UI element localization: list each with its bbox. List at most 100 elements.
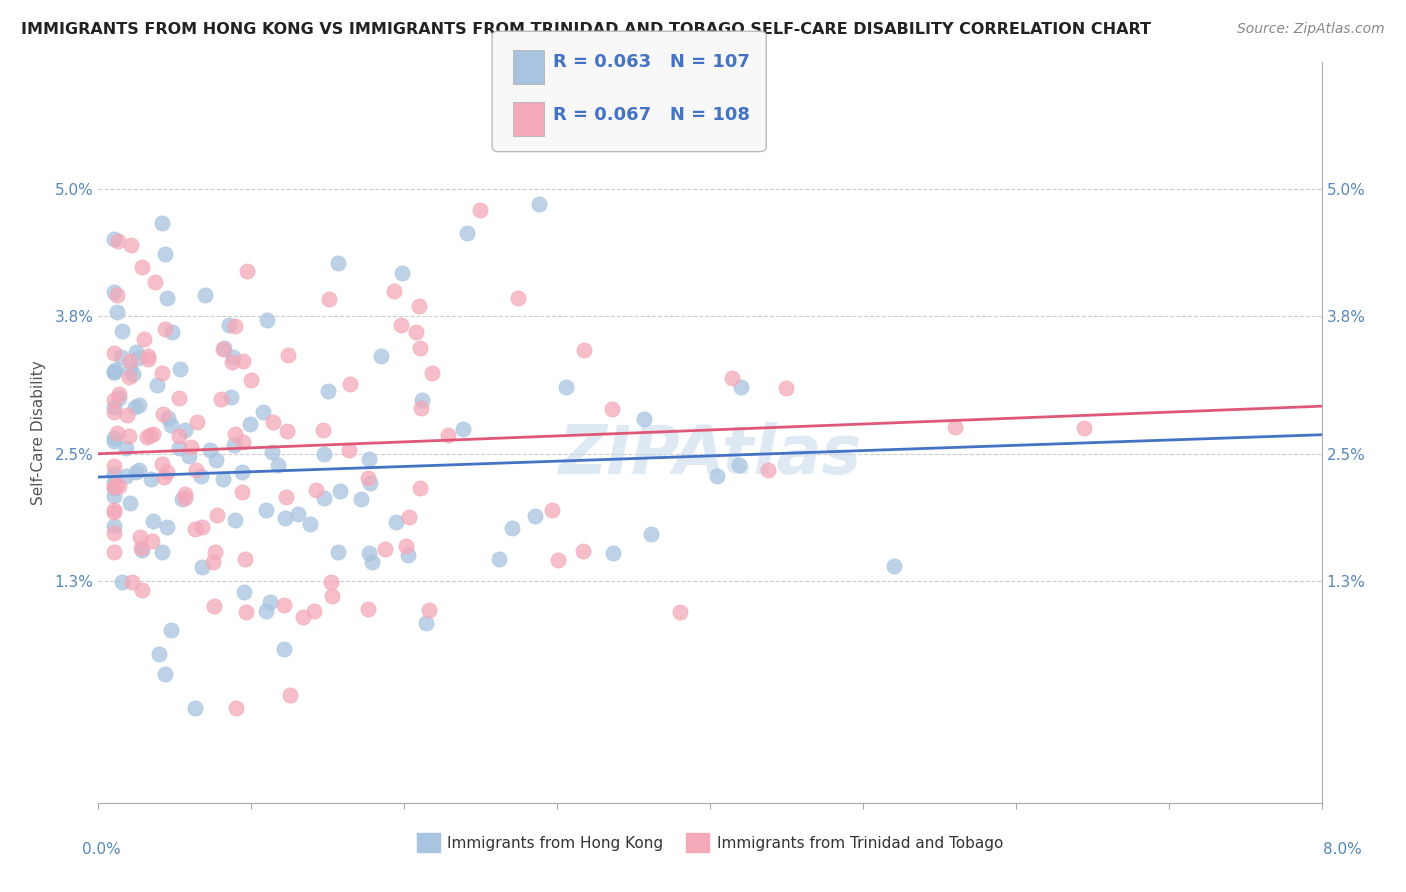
Point [437,427,460,442]
Point [235,606,257,620]
Point [103,232,125,246]
Point [318,292,340,306]
Legend: Immigrants from Hong Kong, Immigrants from Trinidad and Tobago: Immigrants from Hong Kong, Immigrants fr… [411,827,1010,858]
Point [177,450,200,464]
Text: IMMIGRANTS FROM HONG KONG VS IMMIGRANTS FROM TRINIDAD AND TOBAGO SELF-CARE DISAB: IMMIGRANTS FROM HONG KONG VS IMMIGRANTS … [21,22,1152,37]
Point [633,411,655,425]
Point [232,584,254,599]
Point [159,623,181,637]
Point [1073,421,1095,435]
Point [103,545,125,559]
Point [232,435,254,450]
Text: 0.0%: 0.0% [82,842,121,856]
Point [121,574,143,589]
Point [202,555,225,569]
Point [361,555,384,569]
Point [943,420,966,434]
Point [209,392,232,406]
Point [115,469,138,483]
Point [103,480,125,494]
Point [103,405,125,419]
Point [159,418,181,433]
Point [233,552,256,566]
Point [259,595,281,609]
Text: ZIPAtlas: ZIPAtlas [558,422,862,488]
Point [326,545,349,559]
Point [231,484,253,499]
Point [128,463,150,477]
Point [254,604,277,618]
Point [508,291,530,305]
Point [121,367,143,381]
Point [167,429,190,443]
Point [359,476,381,491]
Point [150,366,173,380]
Point [167,391,190,405]
Point [398,509,420,524]
Point [125,345,148,359]
Point [138,427,160,442]
Point [728,458,751,472]
Point [103,364,125,378]
Point [204,545,226,559]
Point [359,452,381,467]
Point [501,521,523,535]
Point [468,203,491,218]
Point [103,393,125,408]
Point [186,415,208,429]
Point [105,426,128,441]
Point [129,530,152,544]
Point [328,256,350,270]
Point [127,351,149,365]
Point [153,666,176,681]
Text: Source: ZipAtlas.com: Source: ZipAtlas.com [1237,22,1385,37]
Point [105,305,128,319]
Point [382,284,405,298]
Point [273,642,295,657]
Point [172,492,194,507]
Point [357,546,380,560]
Point [156,291,179,305]
Point [321,589,343,603]
Point [153,246,176,260]
Point [142,427,165,442]
Point [152,407,174,421]
Point [184,700,207,714]
Point [389,318,412,332]
Point [105,288,128,302]
Point [153,322,176,336]
Point [103,502,125,516]
Point [240,373,263,387]
Point [706,469,728,483]
Point [262,445,284,459]
Text: R = 0.067   N = 108: R = 0.067 N = 108 [553,106,749,124]
Point [128,399,150,413]
Point [174,491,197,505]
Point [110,350,132,364]
Point [302,605,325,619]
Point [118,361,141,376]
Point [136,351,159,366]
Point [108,386,131,401]
Point [319,574,342,589]
Point [103,519,125,533]
Point [184,522,207,536]
Point [103,467,125,482]
Point [640,527,662,541]
Point [411,393,433,408]
Point [103,366,125,380]
Point [527,196,550,211]
Point [273,511,295,525]
Point [124,400,146,414]
Point [277,348,299,362]
Point [415,616,437,631]
Point [278,688,301,702]
Point [142,514,165,528]
Point [150,457,173,471]
Point [756,463,779,477]
Point [218,318,240,332]
Point [370,349,392,363]
Point [115,408,138,422]
Point [304,483,326,497]
Point [276,424,298,438]
